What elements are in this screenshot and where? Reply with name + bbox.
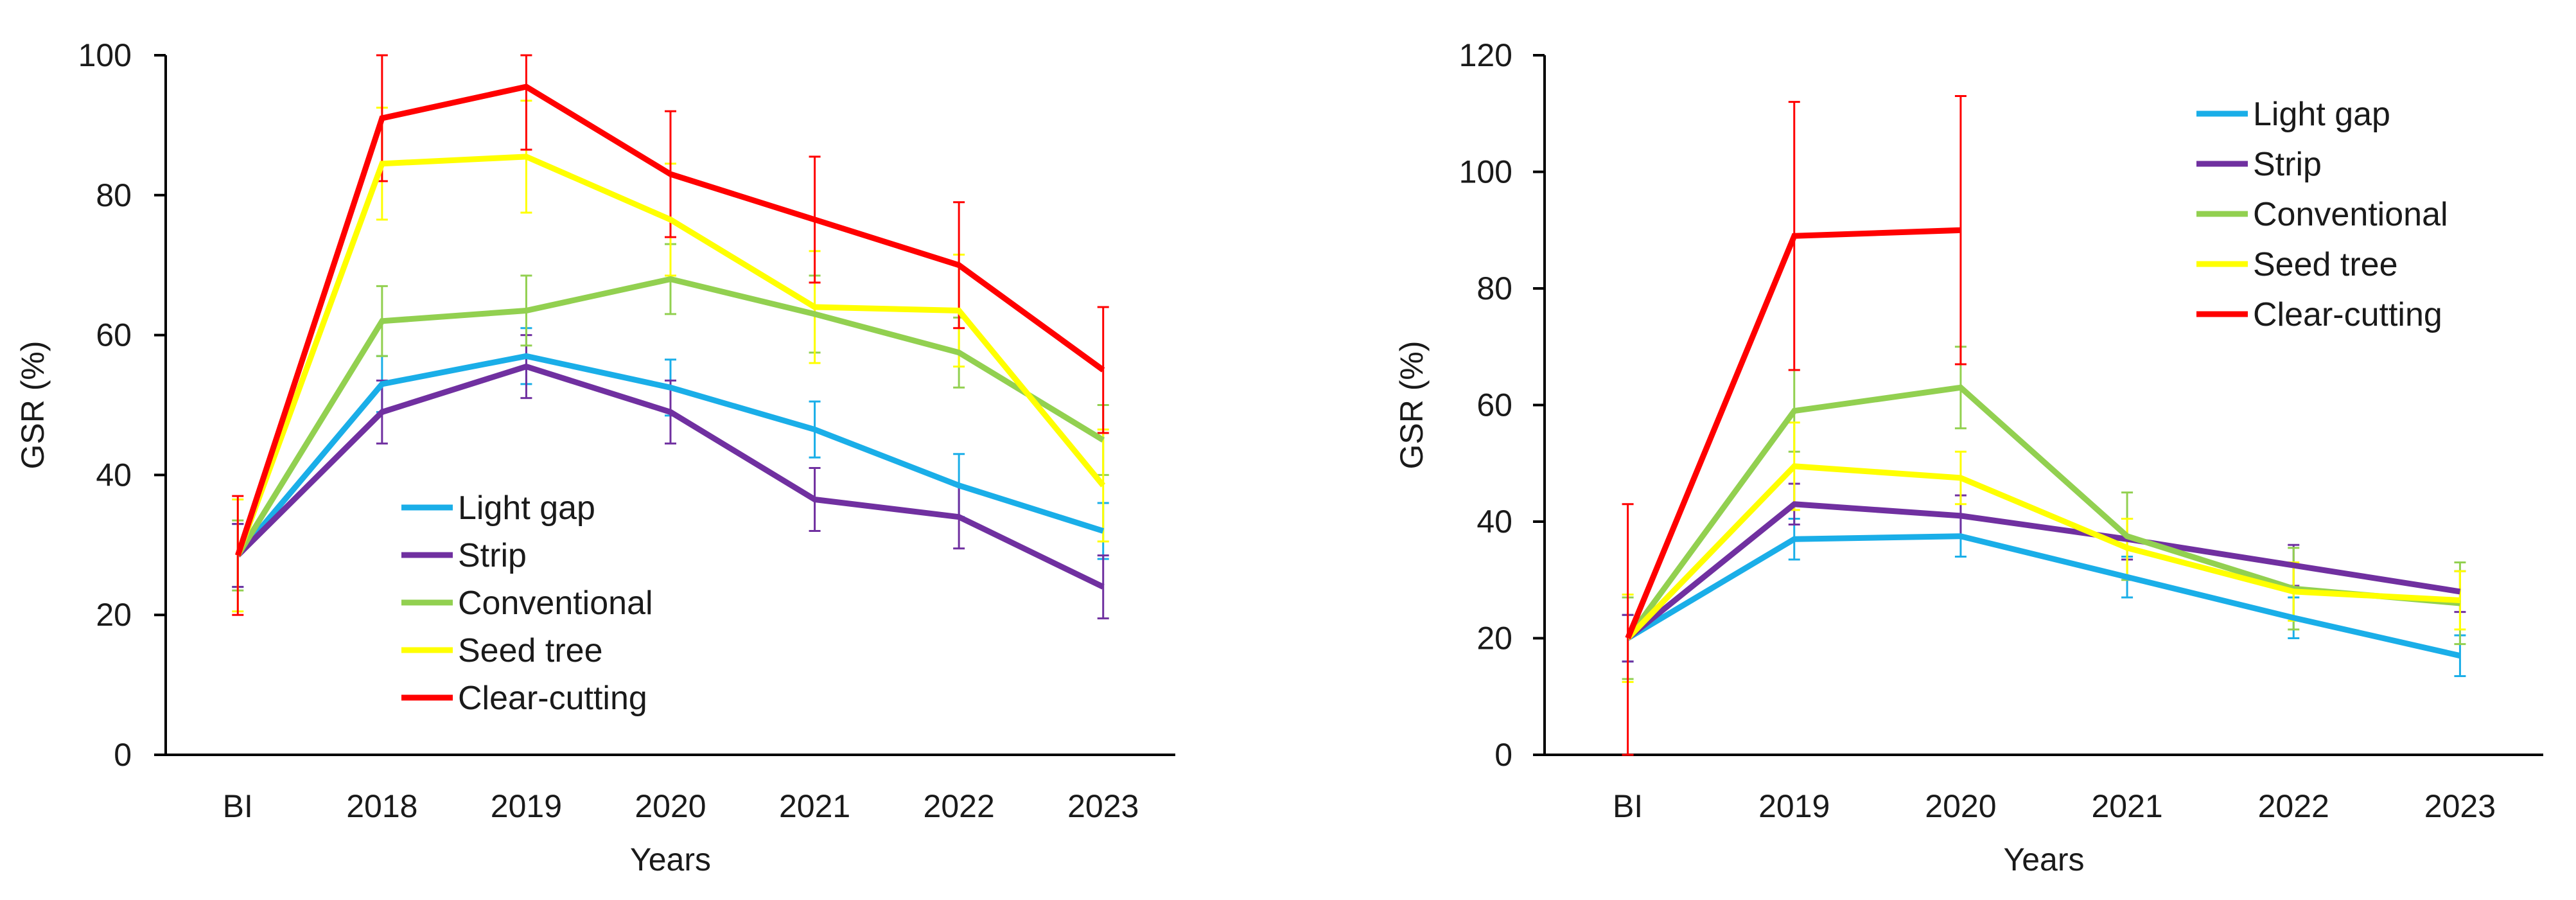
y-axis-title: GSR (%) xyxy=(1394,341,1430,470)
x-tick-label: 2023 xyxy=(1067,788,1139,824)
legend: Light gap Strip Conventional Seed tree Clear… xyxy=(401,490,653,717)
legend-label: Seed tree xyxy=(458,632,603,669)
y-tick-label: 80 xyxy=(96,177,132,213)
y-tick-label: 120 xyxy=(1459,37,1512,73)
legend-label: Clear-cutting xyxy=(458,680,647,717)
x-tick-label: BI xyxy=(223,788,253,824)
y-tick-label: 0 xyxy=(114,737,132,773)
y-tick-label: 100 xyxy=(1459,154,1512,190)
y-tick-label: 60 xyxy=(96,317,132,353)
series-line-seed-tree xyxy=(1625,463,2460,640)
legend-item: Clear-cutting xyxy=(401,680,647,717)
legend-label: Light gap xyxy=(458,490,595,527)
series-line-clear-cutting xyxy=(1625,227,1961,640)
legend-label: Strip xyxy=(2253,146,2322,183)
x-tick-label: 2018 xyxy=(346,788,417,824)
y-tick-label: 100 xyxy=(78,37,132,73)
chart-left: 0 20 40 60 80 100 BI 2018 2019 2020 2021 2022 2023 Ye… xyxy=(15,37,1175,878)
x-tick-label: 2023 xyxy=(2424,788,2496,824)
series-line-clear-cutting xyxy=(235,84,1105,557)
x-tick-label: 2020 xyxy=(635,788,706,824)
series-line-light-gap xyxy=(1626,533,2461,659)
x-tick-label: BI xyxy=(1613,788,1643,824)
series-line-light-gap xyxy=(235,353,1105,558)
legend-item: Conventional xyxy=(2196,196,2448,233)
x-tick-label: 2021 xyxy=(779,788,850,824)
y-tick-label: 80 xyxy=(1476,270,1512,306)
legend-item: Clear-cutting xyxy=(2196,296,2442,333)
series-line-seed-tree xyxy=(235,154,1106,557)
legend-item: Light gap xyxy=(2196,96,2390,133)
x-tick-label: 2019 xyxy=(491,788,562,824)
legend-label: Seed tree xyxy=(2253,246,2398,283)
y-tick-label: 20 xyxy=(1476,621,1512,657)
legend-item: Strip xyxy=(401,537,527,574)
chart-right: 0 20 40 60 80 100 120 BI 2019 2020 2021 2022 2023 Yea… xyxy=(1394,37,2543,878)
y-tick-label: 20 xyxy=(96,597,132,633)
x-axis-title: Years xyxy=(630,842,711,878)
y-tick-label: 40 xyxy=(1476,504,1512,540)
series-line-conventional xyxy=(235,276,1105,557)
x-tick-label: 2022 xyxy=(2258,788,2329,824)
y-tick-label: 40 xyxy=(96,457,132,493)
legend-item: Seed tree xyxy=(2196,246,2398,283)
legend-label: Conventional xyxy=(2253,196,2448,233)
series-line-strip xyxy=(236,363,1105,590)
x-tick-label: 2022 xyxy=(924,788,995,824)
legend-item: Strip xyxy=(2196,146,2322,183)
legend-item: Light gap xyxy=(401,490,595,527)
y-axis-title: GSR (%) xyxy=(15,341,51,470)
y-tick-label: 0 xyxy=(1494,737,1512,773)
x-tick-label: 2019 xyxy=(1758,788,1830,824)
legend-label: Light gap xyxy=(2253,96,2390,133)
legend-label: Clear-cutting xyxy=(2253,296,2442,333)
legend: Light gap Strip Conventional Seed tree Clear… xyxy=(2196,96,2448,333)
x-tick-label: 2021 xyxy=(2091,788,2162,824)
legend-label: Strip xyxy=(458,537,527,574)
legend-label: Conventional xyxy=(458,585,653,622)
series-line-strip xyxy=(1625,501,2461,641)
x-axis-title: Years xyxy=(2003,842,2084,878)
legend-item: Conventional xyxy=(401,585,653,622)
y-tick-label: 60 xyxy=(1476,387,1512,423)
legend-item: Seed tree xyxy=(401,632,603,669)
x-tick-label: 2020 xyxy=(1925,788,1996,824)
